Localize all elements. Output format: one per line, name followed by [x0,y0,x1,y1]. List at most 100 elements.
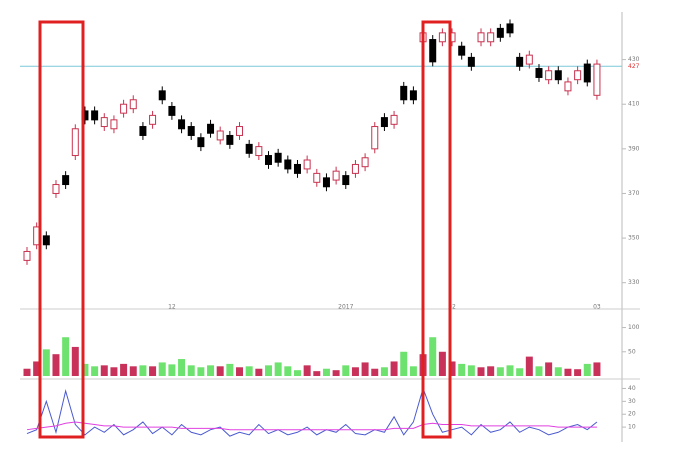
candle-body [477,32,485,43]
volume-bar [429,337,437,376]
volume-bar [62,337,70,376]
candle-body [390,114,398,125]
candle-body [197,137,205,148]
candle-body [274,152,282,163]
x-tick-label: 02 [448,304,456,311]
volume-bar [129,366,137,376]
volume-bar [120,363,128,376]
volume-bar [168,364,176,376]
volume-bar [477,367,485,376]
y-tick-label: 330 [628,279,640,286]
candle-body [158,90,166,101]
volume-bar [100,365,108,376]
volume-bar [313,371,321,376]
highlight-box [38,20,85,439]
volume-bar [496,367,504,376]
volume-bar [207,365,215,376]
volume-bar [545,362,553,376]
volume-bar [216,366,224,376]
indicator-line [26,421,597,431]
candle-body [506,23,514,34]
candle-body [168,105,176,116]
candle-body [400,85,408,101]
candle-body [545,70,553,81]
candle-body [583,63,591,83]
volume-bar [554,367,562,376]
candle-body [178,119,186,130]
y-tick-label: 10 [628,424,636,431]
volume-bar [564,368,572,376]
candle-body [458,45,466,56]
y-tick-label: 350 [628,235,640,242]
candle-body [438,32,446,43]
volume-bar [516,368,524,376]
highlight-box [421,20,452,439]
candle-body [129,99,137,110]
y-tick-label: 40 [628,385,636,392]
y-tick-label: 370 [628,190,640,197]
volume-bar [197,367,205,376]
candle-body [265,155,272,165]
candle-body [187,126,195,136]
candle-body [409,90,417,101]
y-tick-label: 30 [628,398,636,405]
candle-body [245,143,253,154]
volume-bar [42,349,50,376]
y-tick-label: 410 [628,101,640,108]
volume-bar [236,367,244,376]
volume-bar [110,367,118,376]
volume-bar [178,359,186,376]
candle-body [236,126,244,136]
candle-body [361,157,369,168]
candle-body [332,170,340,181]
volume-bar [255,368,263,376]
volume-bar [293,370,301,376]
volume-bar [487,366,495,376]
candle-body [91,110,99,121]
candle-body [23,250,31,261]
volume-bar [52,354,60,376]
volume-bar [342,365,350,376]
volume-bar [274,362,282,376]
volume-bar [139,365,147,376]
volume-bar [284,366,292,376]
volume-bar [525,356,533,376]
volume-bar [574,369,582,376]
candle-body [351,163,359,174]
x-tick-label: 12 [168,304,176,311]
candle-body [574,70,582,81]
volume-bar [71,346,79,376]
volume-bar [361,362,369,376]
volume-bar [187,365,195,376]
volume-bar [332,370,340,376]
y-tick-label: 20 [628,411,636,418]
candle-body [284,159,292,170]
candle-body [496,27,504,38]
volume-bar [322,368,330,376]
volume-bar [265,365,272,376]
volume-bar [448,361,456,376]
candle-body [149,114,157,125]
volume-bar [158,362,166,376]
candle-body [342,175,350,186]
volume-bar [351,367,359,376]
candle-body [293,163,301,174]
candle-body [554,70,562,81]
candle-body [593,63,601,96]
volume-bar [400,351,408,376]
volume-bar [380,367,388,376]
candle-body [303,159,311,170]
volume-bar [371,368,379,376]
candle-body [100,117,108,128]
candle-body [52,184,60,194]
volume-bar [583,363,591,376]
candle-body [226,134,234,145]
volume-bar [390,361,398,376]
volume-bar [245,366,253,376]
candle-body [62,175,70,186]
candle-body [313,172,321,183]
y-tick-label: 430 [628,56,640,63]
y-tick-label: 50 [628,348,636,355]
